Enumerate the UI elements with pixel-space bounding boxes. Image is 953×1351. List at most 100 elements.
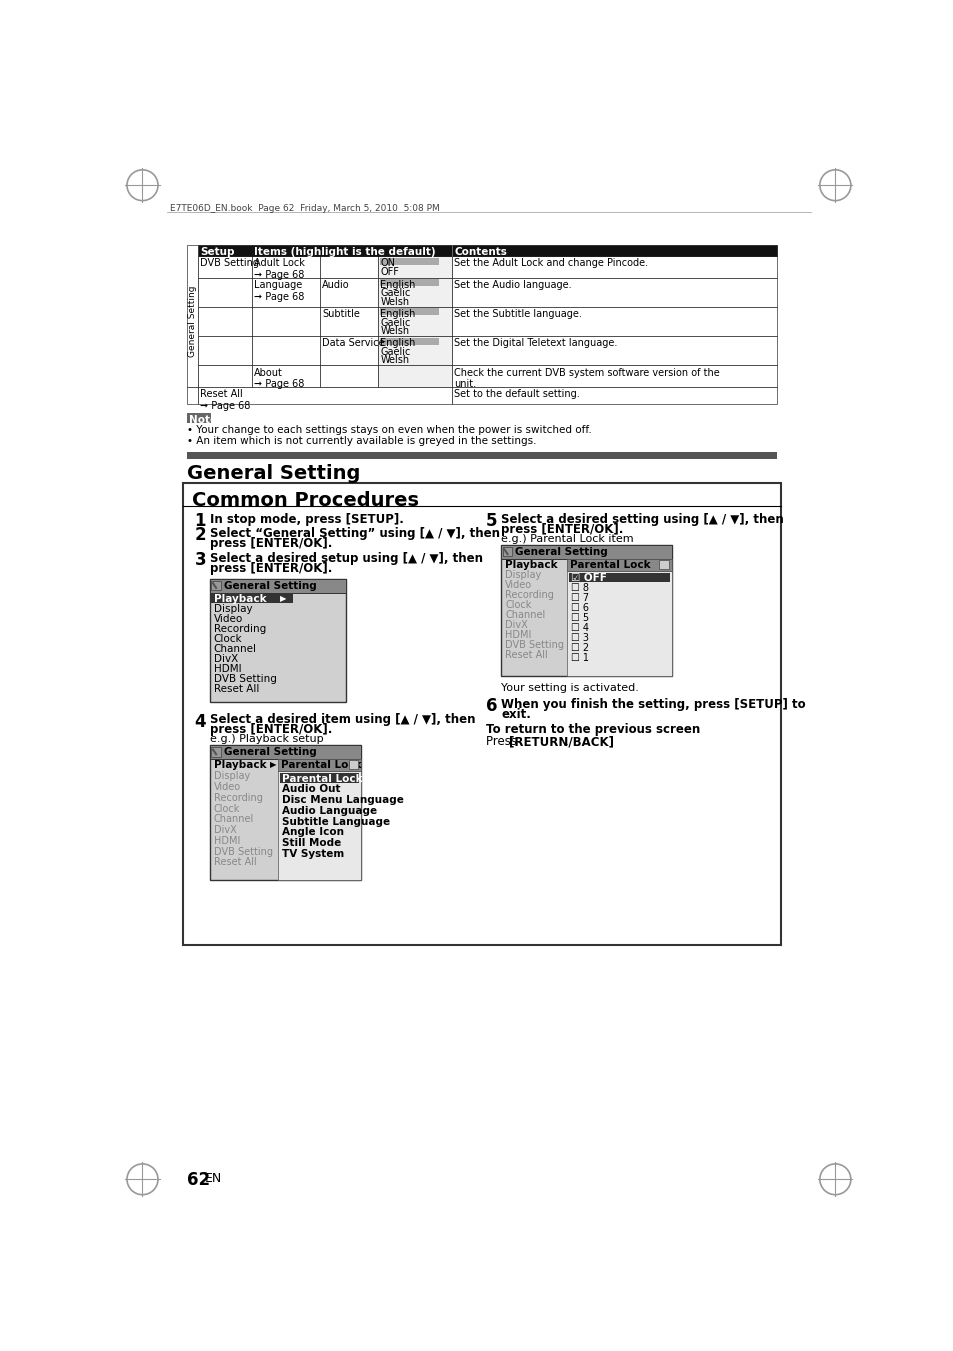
Text: About
➞ Page 68: About ➞ Page 68 bbox=[253, 367, 304, 389]
Text: General Setting: General Setting bbox=[224, 747, 316, 758]
Bar bbox=[452, 277, 777, 307]
Text: OFF: OFF bbox=[380, 267, 399, 277]
Bar bbox=[379, 258, 439, 265]
Bar bbox=[212, 747, 220, 757]
Text: DVB Setting: DVB Setting bbox=[213, 674, 276, 684]
Text: Display: Display bbox=[213, 771, 250, 781]
Text: Set the Audio language.: Set the Audio language. bbox=[454, 280, 571, 290]
Text: ☐ 2: ☐ 2 bbox=[571, 643, 589, 654]
Bar bbox=[452, 257, 777, 277]
Text: Reset All: Reset All bbox=[213, 684, 259, 694]
Text: Your setting is activated.: Your setting is activated. bbox=[500, 684, 639, 693]
Text: Contents: Contents bbox=[454, 247, 506, 257]
Bar bbox=[452, 336, 777, 365]
Text: General Setting: General Setting bbox=[515, 547, 607, 557]
Bar bbox=[452, 246, 777, 257]
Bar bbox=[252, 365, 319, 386]
Text: Check the current DVB system software version of the
unit.: Check the current DVB system software ve… bbox=[454, 367, 720, 389]
Text: e.g.) Parental Lock item: e.g.) Parental Lock item bbox=[500, 534, 634, 544]
Text: press [ENTER/OK].: press [ENTER/OK]. bbox=[500, 523, 623, 536]
Bar bbox=[377, 277, 452, 307]
Text: Subtitle Language: Subtitle Language bbox=[282, 816, 390, 827]
Bar bbox=[197, 386, 452, 404]
Text: Note: Note bbox=[189, 415, 217, 424]
Text: Select “General Setting” using [▲ / ▼], then: Select “General Setting” using [▲ / ▼], … bbox=[210, 527, 499, 540]
Bar bbox=[502, 547, 512, 557]
Text: Items (highlight is the default): Items (highlight is the default) bbox=[253, 247, 436, 257]
Text: Clock: Clock bbox=[213, 634, 242, 644]
Text: Audio Out: Audio Out bbox=[282, 785, 340, 794]
Text: Display: Display bbox=[213, 604, 253, 615]
Text: ☐ 5: ☐ 5 bbox=[571, 613, 589, 623]
Text: General Setting: General Setting bbox=[187, 463, 359, 482]
Bar bbox=[210, 578, 345, 703]
Text: ON: ON bbox=[380, 258, 395, 269]
Bar bbox=[500, 544, 671, 676]
Text: Gaelic: Gaelic bbox=[380, 347, 411, 357]
Text: Audio Language: Audio Language bbox=[282, 805, 376, 816]
Text: ▶: ▶ bbox=[270, 761, 276, 770]
Text: ☑ OFF: ☑ OFF bbox=[571, 573, 606, 584]
Text: Parental Lock: Parental Lock bbox=[282, 774, 362, 784]
Text: press [ENTER/OK].: press [ENTER/OK]. bbox=[210, 723, 332, 736]
Bar bbox=[197, 365, 252, 386]
Text: English: English bbox=[380, 309, 416, 319]
Bar bbox=[379, 308, 439, 315]
Text: Clock: Clock bbox=[213, 804, 240, 813]
Text: DivX: DivX bbox=[213, 654, 238, 665]
Text: Video: Video bbox=[505, 580, 532, 590]
Bar bbox=[187, 413, 212, 423]
Text: • An item which is not currently available is greyed in the settings.: • An item which is not currently availab… bbox=[187, 436, 536, 446]
Bar bbox=[187, 246, 197, 386]
Text: Gaelic: Gaelic bbox=[380, 317, 411, 328]
Bar bbox=[319, 257, 377, 277]
Text: Channel: Channel bbox=[213, 815, 253, 824]
Text: DivX: DivX bbox=[505, 620, 527, 631]
Bar bbox=[210, 578, 345, 593]
Text: General Setting: General Setting bbox=[224, 581, 316, 590]
Bar bbox=[452, 307, 777, 336]
Bar bbox=[377, 307, 452, 336]
Text: Welsh: Welsh bbox=[380, 326, 409, 336]
Text: Reset All: Reset All bbox=[213, 858, 256, 867]
Text: Playback: Playback bbox=[213, 594, 266, 604]
Bar bbox=[212, 581, 220, 590]
Text: DivX: DivX bbox=[213, 825, 236, 835]
Bar bbox=[379, 280, 439, 286]
Bar bbox=[212, 593, 293, 604]
Text: Welsh: Welsh bbox=[380, 355, 409, 365]
Text: To return to the previous screen: To return to the previous screen bbox=[485, 723, 700, 736]
Bar bbox=[252, 246, 452, 257]
Text: 62: 62 bbox=[187, 1171, 210, 1189]
Bar bbox=[197, 336, 252, 365]
Text: • Your change to each settings stays on even when the power is switched off.: • Your change to each settings stays on … bbox=[187, 426, 591, 435]
Text: Video: Video bbox=[213, 615, 243, 624]
Bar bbox=[252, 277, 319, 307]
Text: Recording: Recording bbox=[505, 590, 554, 600]
Text: Subtitle: Subtitle bbox=[322, 309, 360, 319]
Text: Set the Adult Lock and change Pincode.: Set the Adult Lock and change Pincode. bbox=[454, 258, 647, 269]
Bar bbox=[379, 338, 439, 345]
Text: Playback: Playback bbox=[505, 561, 558, 570]
Bar bbox=[210, 744, 360, 759]
Text: Parental Lock: Parental Lock bbox=[281, 761, 361, 770]
Text: ☐ 7: ☐ 7 bbox=[571, 593, 589, 604]
Text: TV System: TV System bbox=[282, 848, 344, 859]
Bar bbox=[278, 759, 360, 771]
Text: Select a desired item using [▲ / ▼], then: Select a desired item using [▲ / ▼], the… bbox=[210, 713, 475, 727]
Text: Language
➞ Page 68: Language ➞ Page 68 bbox=[253, 280, 304, 301]
Bar bbox=[252, 336, 319, 365]
Bar bbox=[319, 365, 377, 386]
Text: English: English bbox=[380, 339, 416, 349]
Bar bbox=[377, 257, 452, 277]
Bar bbox=[197, 246, 252, 257]
Text: Set the Digital Teletext language.: Set the Digital Teletext language. bbox=[454, 339, 617, 349]
Text: Display: Display bbox=[505, 570, 541, 580]
Text: HDMI: HDMI bbox=[213, 665, 241, 674]
Text: Setup: Setup bbox=[199, 247, 234, 257]
Bar bbox=[319, 336, 377, 365]
Text: EN: EN bbox=[204, 1171, 221, 1185]
Bar bbox=[279, 773, 359, 782]
Text: Channel: Channel bbox=[505, 611, 545, 620]
Text: Channel: Channel bbox=[213, 644, 256, 654]
